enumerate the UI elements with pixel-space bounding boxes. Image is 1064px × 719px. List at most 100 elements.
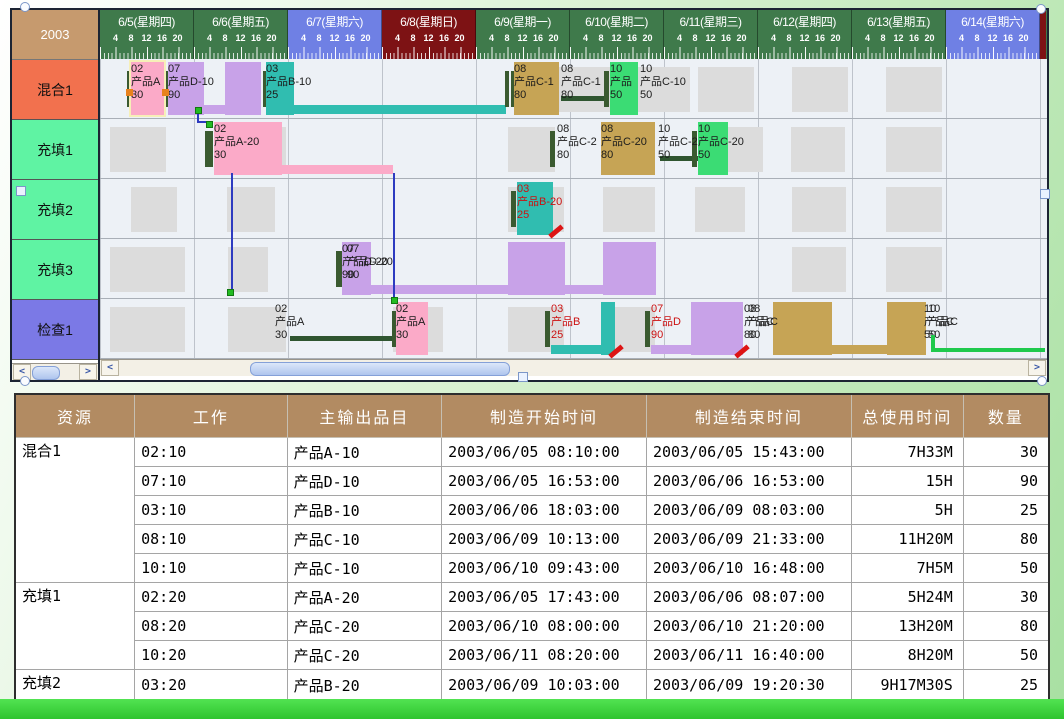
table-row[interactable]: 10:20 产品C-20 2003/06/11 08:20:00 2003/06/11… xyxy=(15,640,1050,670)
operation-label[interactable]: 08 产品C 80 xyxy=(744,303,774,341)
selection-handle-mid-right[interactable] xyxy=(1040,189,1050,199)
table-cell[interactable]: 2003/06/05 17:43:00 xyxy=(441,582,647,612)
resource-scrollbar-thumb[interactable] xyxy=(32,366,60,380)
table-cell[interactable]: 15H xyxy=(850,466,964,496)
table-row[interactable]: 08:10 产品C-10 2003/06/09 10:13:00 2003/06/09… xyxy=(15,524,1050,554)
selection-handle-bottom-center[interactable] xyxy=(518,372,528,382)
table-cell[interactable]: 03:10 xyxy=(134,495,288,525)
table-cell[interactable]: 5H24M xyxy=(850,582,964,612)
resource-cell-2[interactable]: 充填1 xyxy=(12,120,98,180)
table-cell[interactable]: 25 xyxy=(962,495,1050,525)
resource-cell-1[interactable]: 混合1 xyxy=(12,60,98,120)
table-cell[interactable]: 9H17M30S xyxy=(850,669,964,702)
table-cell[interactable]: 2003/06/11 16:40:00 xyxy=(646,640,852,670)
table-cell[interactable]: 2003/06/09 10:13:00 xyxy=(441,524,647,554)
table-cell[interactable]: 产品A-20 xyxy=(286,582,443,612)
table-cell[interactable]: 8H20M xyxy=(850,640,964,670)
operation-bar[interactable]: 07 产品D-10 90 xyxy=(168,62,214,115)
table-cell[interactable]: 25 xyxy=(962,669,1050,702)
operation-bar[interactable]: 02 产品A 30 xyxy=(129,60,166,117)
table-cell[interactable]: 30 xyxy=(962,437,1050,467)
table-cell[interactable]: 11H20M xyxy=(850,524,964,554)
operation-label[interactable]: 10 产品C-2 50 xyxy=(658,123,698,161)
timeline-scrollbar-thumb[interactable] xyxy=(250,362,510,376)
selection-handle-bottom-left[interactable] xyxy=(20,376,30,386)
operation-label[interactable]: 07 产品D-20 90 xyxy=(347,243,393,281)
operation-bar[interactable]: 10 产品C-20 50 xyxy=(698,122,744,175)
operation-label[interactable]: 07 产品D 90 xyxy=(651,303,681,341)
operation-bar[interactable]: 02 产品A 30 xyxy=(396,302,428,355)
selection-handle-mid-left[interactable] xyxy=(16,186,26,196)
operation-label[interactable]: 10产品C50 xyxy=(924,303,954,341)
table-cell[interactable]: 2003/06/09 21:33:00 xyxy=(646,524,852,554)
table-cell[interactable]: 80 xyxy=(962,611,1050,641)
operation-bar[interactable]: 02 产品A-20 30 xyxy=(214,122,282,175)
operation-bar[interactable]: 10 产品 50 xyxy=(610,62,638,115)
table-cell[interactable]: 2003/06/06 08:07:00 xyxy=(646,582,852,612)
operation-label[interactable]: 08 产品C 80 xyxy=(748,303,778,341)
table-row[interactable]: 充填1 02:20 产品A-20 2003/06/05 17:43:00 2003/06… xyxy=(14,582,1050,670)
operation-bar[interactable]: 03 产品B-10 25 xyxy=(266,62,311,115)
table-cell[interactable]: 2003/06/05 08:10:00 xyxy=(441,437,647,467)
table-cell[interactable]: 产品C-20 xyxy=(286,640,443,670)
table-cell[interactable]: 2003/06/11 08:20:00 xyxy=(441,640,647,670)
table-cell[interactable]: 2003/06/09 10:03:00 xyxy=(441,669,647,702)
table-cell[interactable]: 2003/06/10 09:43:00 xyxy=(441,553,647,583)
resource-group-cell[interactable]: 充填1 xyxy=(14,582,136,670)
table-row[interactable]: 03:10 产品B-10 2003/06/06 18:03:00 2003/06/09… xyxy=(15,495,1050,525)
table-cell[interactable]: 90 xyxy=(962,466,1050,496)
resource-cell-4[interactable]: 充填3 xyxy=(12,240,98,300)
table-cell[interactable]: 2003/06/06 18:03:00 xyxy=(441,495,647,525)
table-cell[interactable]: 50 xyxy=(962,640,1050,670)
table-cell[interactable]: 30 xyxy=(962,582,1050,612)
table-row[interactable]: 混合1 02:10 产品A-10 2003/06/05 08:10:00 2003/06… xyxy=(14,437,1050,583)
table-cell[interactable]: 80 xyxy=(962,524,1050,554)
resource-cell-3[interactable]: 充填2 xyxy=(12,180,98,240)
table-cell[interactable]: 2003/06/10 21:20:00 xyxy=(646,611,852,641)
table-cell[interactable]: 2003/06/05 15:43:00 xyxy=(646,437,852,467)
table-cell[interactable]: 产品B-10 xyxy=(286,495,443,525)
resource-group-cell[interactable]: 充填2 xyxy=(14,669,136,702)
selection-handle-top-right[interactable] xyxy=(1036,4,1046,14)
table-cell[interactable]: 2003/06/09 19:20:30 xyxy=(646,669,852,702)
operation-bar[interactable]: 03 产品B-20 25 xyxy=(517,182,562,235)
table-cell[interactable]: 产品C-10 xyxy=(286,524,443,554)
timeline-scrollbar[interactable]: < > xyxy=(100,359,1047,376)
table-cell[interactable]: 10:20 xyxy=(134,640,288,670)
table-cell[interactable]: 产品B-20 xyxy=(286,669,443,702)
table-cell[interactable]: 2003/06/06 16:53:00 xyxy=(646,466,852,496)
scroll-right-icon[interactable]: > xyxy=(1028,360,1046,376)
table-cell[interactable]: 5H xyxy=(850,495,964,525)
table-cell[interactable]: 2003/06/10 16:48:00 xyxy=(646,553,852,583)
table-cell[interactable]: 08:10 xyxy=(134,524,288,554)
scroll-right-icon[interactable]: > xyxy=(79,364,97,380)
table-cell[interactable]: 2003/06/05 16:53:00 xyxy=(441,466,647,496)
selection-handle-top-left[interactable] xyxy=(20,2,30,12)
operation-label[interactable]: 02 产品A 30 xyxy=(275,303,305,341)
table-cell[interactable]: 02:10 xyxy=(134,437,288,467)
table-cell[interactable]: 02:20 xyxy=(134,582,288,612)
table-row[interactable]: 07:10 产品D-10 2003/06/05 16:53:00 2003/06/06… xyxy=(15,466,1050,496)
table-row[interactable]: 08:20 产品C-20 2003/06/10 08:00:00 2003/06/10… xyxy=(15,611,1050,641)
table-row[interactable]: 10:10 产品C-10 2003/06/10 09:43:00 2003/06/10… xyxy=(15,553,1050,583)
table-cell[interactable]: 产品C-10 xyxy=(286,553,443,583)
table-cell[interactable]: 07:10 xyxy=(134,466,288,496)
table-cell[interactable]: 7H5M xyxy=(850,553,964,583)
scroll-left-icon[interactable]: < xyxy=(101,360,119,376)
operation-label[interactable]: 08 产品C-1 80 xyxy=(561,63,601,101)
resource-cell-5[interactable]: 检查1 xyxy=(12,300,98,360)
table-row[interactable]: 充填2 03:20 产品B-20 2003/06/09 10:03:00 2003/06… xyxy=(14,669,1050,702)
resource-group-cell[interactable]: 混合1 xyxy=(14,437,136,583)
table-cell[interactable]: 50 xyxy=(962,553,1050,583)
table-cell[interactable]: 13H20M xyxy=(850,611,964,641)
table-cell[interactable]: 08:20 xyxy=(134,611,288,641)
table-cell[interactable]: 03:20 xyxy=(134,669,288,702)
table-cell[interactable]: 2003/06/10 08:00:00 xyxy=(441,611,647,641)
table-cell[interactable]: 7H33M xyxy=(850,437,964,467)
table-cell[interactable]: 产品C-20 xyxy=(286,611,443,641)
operation-bar[interactable]: 08 产品C-20 80 xyxy=(601,122,655,175)
table-cell[interactable]: 10:10 xyxy=(134,553,288,583)
table-cell[interactable]: 2003/06/09 08:03:00 xyxy=(646,495,852,525)
operation-bar[interactable]: 08 产品C-1 80 xyxy=(514,62,559,115)
selection-handle-bottom-right[interactable] xyxy=(1037,376,1047,386)
